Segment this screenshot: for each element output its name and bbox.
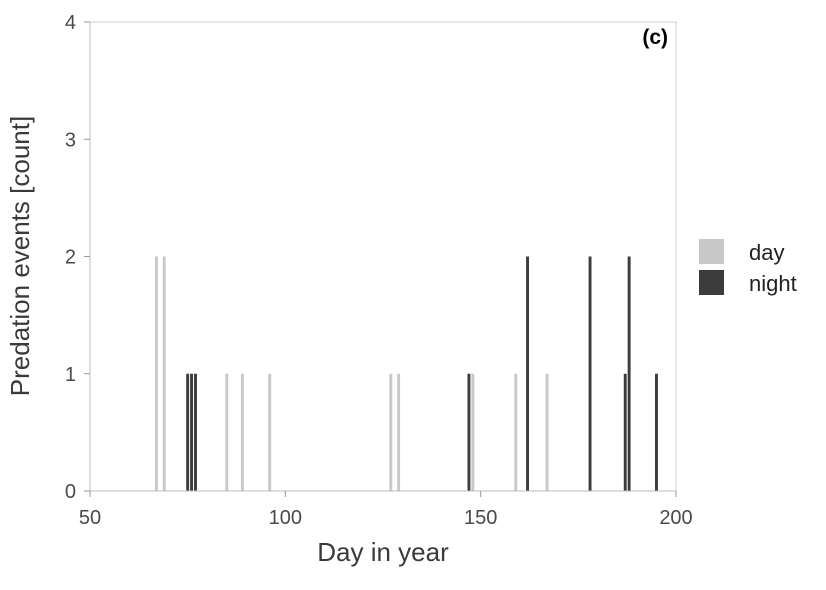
y-axis-title: Predation events [count] <box>5 116 35 396</box>
x-tick-label-150: 150 <box>464 507 497 529</box>
bar-night-188 <box>627 256 631 491</box>
bar-day-96 <box>268 373 272 491</box>
bar-day-159 <box>514 373 518 491</box>
legend-swatch-day <box>699 239 724 264</box>
y-tick-label-3: 3 <box>65 129 76 151</box>
bar-night-75 <box>186 373 190 491</box>
panel-label: (c) <box>642 26 668 49</box>
y-tick-label-2: 2 <box>65 247 76 269</box>
bar-day-148 <box>471 373 475 491</box>
y-tick-label-4: 4 <box>65 12 76 34</box>
bar-night-178 <box>588 256 592 491</box>
bar-day-89 <box>240 373 244 491</box>
y-ticks-group: 0 1 2 3 4 <box>65 12 90 503</box>
bar-day-127 <box>389 373 393 491</box>
x-tick-label-100: 100 <box>269 507 302 529</box>
legend-swatch-night <box>699 270 724 295</box>
bar-night-77 <box>194 373 197 491</box>
bar-day-167 <box>545 373 549 491</box>
plot-panel <box>89 21 677 492</box>
x-tick-label-200: 200 <box>659 507 692 529</box>
bar-night-76 <box>190 373 194 491</box>
x-ticks-group: 50 100 150 200 <box>79 491 693 529</box>
legend-label-night: night <box>749 271 797 296</box>
bar-day-85 <box>225 373 229 491</box>
y-tick-label-0: 0 <box>65 481 76 503</box>
x-tick-label-50: 50 <box>79 507 101 529</box>
legend-label-day: day <box>749 240 784 265</box>
x-axis-title: Day in year <box>317 537 449 567</box>
bar-night-147 <box>467 373 471 491</box>
bar-night-187 <box>623 373 627 491</box>
bar-night-195 <box>655 373 658 491</box>
y-tick-label-1: 1 <box>65 364 76 386</box>
bar-day-67 <box>154 256 158 491</box>
bar-day-69 <box>162 256 166 491</box>
bar-night-162 <box>526 256 529 491</box>
legend: day night <box>699 239 797 296</box>
bars-group <box>154 256 658 491</box>
bar-day-129 <box>397 373 401 491</box>
